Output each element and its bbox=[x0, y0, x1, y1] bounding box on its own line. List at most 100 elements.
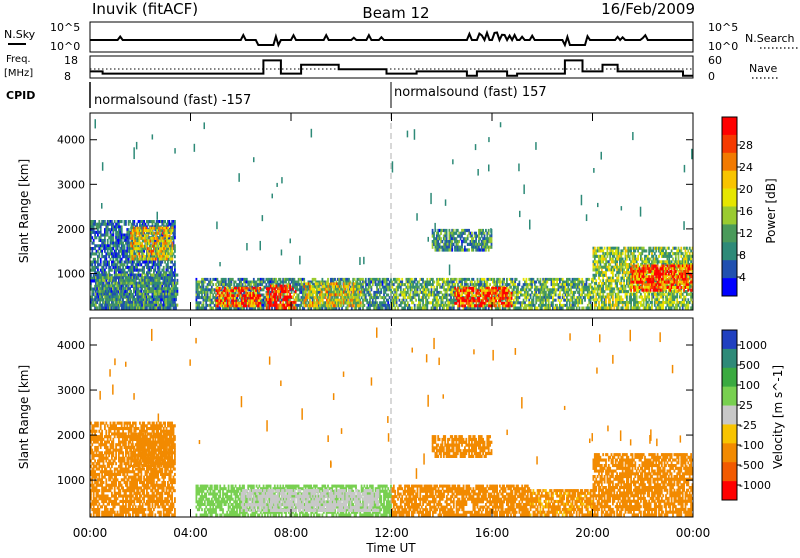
echo-cell bbox=[347, 299, 349, 302]
echo-cell bbox=[296, 307, 298, 310]
echo-cell bbox=[306, 288, 308, 291]
echo-cell bbox=[91, 236, 93, 239]
echo-cell bbox=[396, 301, 398, 304]
echo-cell bbox=[357, 282, 359, 285]
echo-cell bbox=[243, 302, 245, 305]
echo-cell bbox=[454, 283, 456, 286]
echo-cell bbox=[134, 240, 136, 243]
echo-cell bbox=[177, 274, 179, 277]
echo-cell bbox=[240, 294, 242, 297]
echo-cell bbox=[102, 282, 104, 285]
echo-cell bbox=[128, 223, 130, 226]
echo-cell bbox=[527, 291, 529, 294]
echo-cell bbox=[349, 282, 351, 285]
echo-cell bbox=[99, 276, 101, 279]
echo-cell bbox=[230, 292, 232, 295]
echo-cell bbox=[328, 282, 330, 285]
echo-cell bbox=[233, 299, 235, 302]
echo-cell bbox=[127, 293, 129, 296]
echo-cell bbox=[443, 278, 445, 281]
freq-tick-low: 8 bbox=[64, 70, 71, 83]
echo-cell bbox=[309, 299, 311, 302]
echo-cell bbox=[502, 283, 504, 286]
echo-cell bbox=[270, 293, 272, 296]
echo-cell bbox=[172, 274, 174, 277]
echo-cell bbox=[456, 281, 458, 284]
echo-cell bbox=[276, 293, 278, 296]
echo-cell bbox=[353, 304, 355, 307]
echo-cell bbox=[110, 244, 112, 247]
echo-cell bbox=[415, 299, 417, 302]
echo-cell bbox=[97, 269, 99, 272]
echo-cell bbox=[111, 290, 113, 293]
echo-cell bbox=[419, 288, 421, 291]
echo-cell bbox=[133, 276, 135, 279]
echo-cell bbox=[143, 293, 145, 296]
echo-cell bbox=[234, 289, 236, 292]
echo-cell bbox=[106, 290, 108, 293]
echo-cell bbox=[159, 232, 161, 235]
echo-cell bbox=[157, 301, 159, 304]
echo-cell bbox=[104, 250, 106, 253]
echo-cell bbox=[364, 291, 366, 294]
echo-cell bbox=[240, 292, 242, 295]
echo-cell bbox=[399, 278, 401, 281]
echo-cell bbox=[111, 279, 113, 282]
echo-cell bbox=[108, 261, 110, 264]
echo-cell bbox=[295, 290, 297, 293]
echo-cell bbox=[167, 261, 169, 264]
echo-cell bbox=[227, 292, 229, 295]
echo-cell bbox=[298, 294, 300, 297]
echo-cell bbox=[97, 234, 99, 237]
echo-cell bbox=[210, 296, 212, 299]
echo-cell bbox=[347, 296, 349, 299]
echo-cell bbox=[400, 288, 402, 291]
echo-cell bbox=[269, 287, 271, 290]
echo-cell bbox=[379, 278, 381, 281]
echo-cell bbox=[431, 288, 433, 291]
echo-cell bbox=[254, 287, 256, 290]
echo-cell bbox=[303, 281, 305, 284]
echo-cell bbox=[136, 234, 138, 237]
echo-cell bbox=[372, 283, 374, 286]
echo-cell bbox=[174, 236, 176, 239]
echo-cell bbox=[141, 287, 143, 290]
echo-cell bbox=[527, 286, 529, 289]
echo-cell bbox=[264, 281, 266, 284]
echo-cell bbox=[93, 242, 95, 245]
echo-cell bbox=[277, 298, 279, 301]
echo-cell bbox=[110, 231, 112, 234]
echo-cell bbox=[115, 304, 117, 307]
echo-cell bbox=[153, 220, 155, 223]
echo-cell bbox=[225, 278, 227, 281]
echo-cell bbox=[174, 231, 176, 234]
echo-cell bbox=[139, 223, 141, 226]
echo-cell bbox=[349, 301, 351, 304]
echo-cell bbox=[134, 279, 136, 282]
echo-cell bbox=[513, 288, 515, 291]
echo-cell bbox=[104, 293, 106, 296]
echo-cell bbox=[127, 279, 129, 282]
echo-cell bbox=[347, 285, 349, 288]
echo-cell bbox=[122, 274, 124, 277]
echo-cell bbox=[393, 283, 395, 286]
echo-cell bbox=[380, 288, 382, 291]
echo-cell bbox=[516, 278, 518, 281]
echo-cell bbox=[426, 307, 428, 310]
echo-cell bbox=[360, 293, 362, 296]
echo-cell bbox=[259, 294, 261, 297]
echo-cell bbox=[396, 304, 398, 307]
echo-cell bbox=[302, 294, 304, 297]
echo-cell bbox=[403, 299, 405, 302]
echo-cell bbox=[136, 266, 138, 269]
echo-cell bbox=[100, 231, 102, 234]
echo-cell bbox=[271, 285, 273, 288]
echo-cell bbox=[340, 304, 342, 307]
echo-cell bbox=[163, 266, 165, 269]
echo-cell bbox=[165, 293, 167, 296]
echo-cell bbox=[154, 304, 156, 307]
echo-cell bbox=[340, 285, 342, 288]
echo-cell bbox=[253, 278, 255, 281]
echo-cell bbox=[140, 229, 142, 232]
echo-cell bbox=[352, 299, 354, 302]
